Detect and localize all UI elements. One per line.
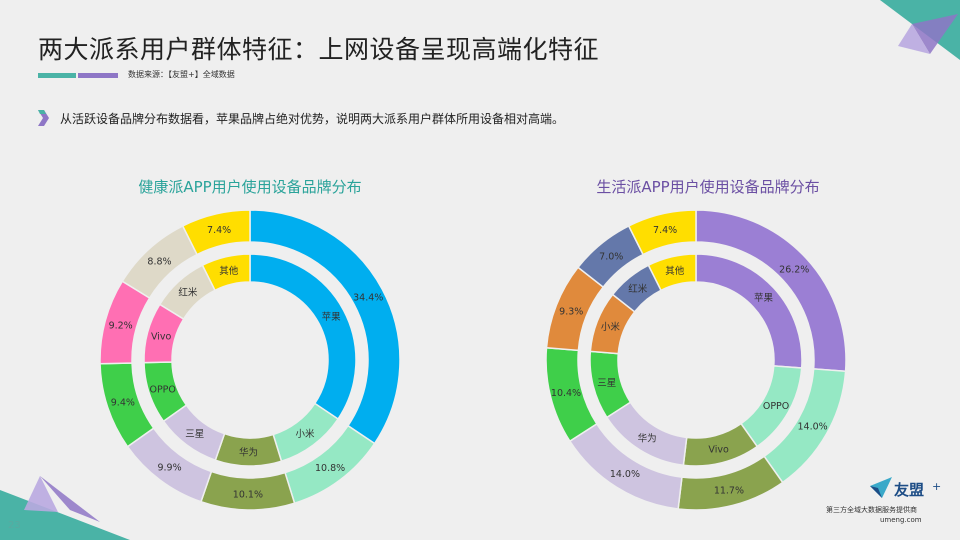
inner-ring-label-5: Vivo xyxy=(151,332,172,343)
inner-ring-label-7: 其他 xyxy=(219,265,239,277)
corner-decoration-top-right xyxy=(880,0,960,60)
donut-chart-health: 34.4% 10.8% 10.1% 9.9% 9.4% 9.2% 8.8% 7.4% 苹果小米华… xyxy=(99,209,401,511)
inner-ring-label-7: 其他 xyxy=(665,265,685,277)
title-underline-purple xyxy=(78,73,118,78)
insight-text: 从活跃设备品牌分布数据看，苹果品牌占绝对优势，说明两大派系用户群体所用设备相对高… xyxy=(60,112,565,126)
title-underline-teal xyxy=(38,73,76,78)
inner-ring-label-2: Vivo xyxy=(708,445,729,456)
data-source-note: 数据来源：【友盟+】全域数据 xyxy=(128,70,235,79)
inner-ring-slice-7 xyxy=(201,253,251,292)
inner-ring-label-1: 小米 xyxy=(295,428,315,440)
outer-ring-label-5: 9.3% xyxy=(559,307,583,318)
inner-ring-label-3: 华为 xyxy=(638,432,657,444)
corner-decoration-bottom-left xyxy=(0,476,130,540)
outer-ring-label-0: 26.2% xyxy=(779,264,809,275)
inner-ring-label-2: 华为 xyxy=(239,446,258,458)
inner-ring-label-0: 苹果 xyxy=(754,292,774,304)
donut-chart-life: 26.2% 14.0% 11.7% 14.0% 10.4% 9.3% 7.0% 7.4% 苹果 O… xyxy=(545,209,847,511)
logo-text: 友盟 xyxy=(894,481,925,499)
chart-title-life: 生活派APP用户使用设备品牌分布 xyxy=(596,178,820,196)
inner-ring-label-1: OPPO xyxy=(763,401,789,412)
outer-ring-label-3: 14.0% xyxy=(610,469,640,480)
footer-tagline: 第三方全域大数据服务提供商 xyxy=(826,506,917,514)
outer-ring-label-0: 34.4% xyxy=(353,292,383,303)
outer-ring-label-7: 7.4% xyxy=(207,225,231,236)
inner-ring-label-6: 红米 xyxy=(628,283,648,295)
inner-ring-label-4: OPPO xyxy=(149,384,175,395)
outer-ring-label-2: 10.1% xyxy=(233,489,263,500)
umeng-logo-icon xyxy=(870,477,892,498)
outer-ring-label-5: 9.2% xyxy=(109,321,133,332)
inner-ring-label-6: 红米 xyxy=(178,287,198,299)
outer-ring-label-7: 7.4% xyxy=(653,225,677,236)
outer-ring-label-2: 11.7% xyxy=(714,485,744,496)
chevron-right-icon xyxy=(38,110,49,126)
page-number: 23 xyxy=(8,520,21,531)
logo-plus: + xyxy=(932,480,942,493)
footer-url: umeng.com xyxy=(880,516,922,524)
outer-ring-label-1: 14.0% xyxy=(798,422,828,433)
inner-ring-label-4: 三星 xyxy=(597,378,616,389)
outer-ring-slice-7 xyxy=(181,209,251,256)
inner-ring-label-5: 小米 xyxy=(601,321,621,333)
inner-ring-label-3: 三星 xyxy=(185,429,204,440)
inner-ring-slice-7 xyxy=(647,253,697,292)
inner-ring-label-0: 苹果 xyxy=(322,311,342,323)
outer-ring-label-4: 10.4% xyxy=(551,388,581,399)
outer-ring-label-3: 9.9% xyxy=(157,463,181,474)
page-title: 两大派系用户群体特征：上网设备呈现高端化特征 xyxy=(38,35,600,64)
outer-ring-label-6: 7.0% xyxy=(599,252,623,263)
outer-ring-label-4: 9.4% xyxy=(111,398,135,409)
outer-ring-slice-7 xyxy=(627,209,697,256)
outer-ring-label-1: 10.8% xyxy=(315,463,345,474)
chart-title-health: 健康派APP用户使用设备品牌分布 xyxy=(138,178,362,196)
outer-ring-label-6: 8.8% xyxy=(147,257,171,268)
